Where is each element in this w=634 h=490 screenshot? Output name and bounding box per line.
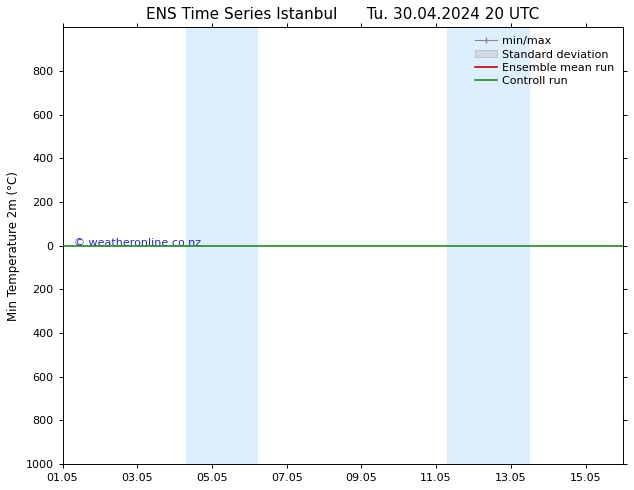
Legend: min/max, Standard deviation, Ensemble mean run, Controll run: min/max, Standard deviation, Ensemble me… bbox=[472, 33, 618, 90]
Y-axis label: Min Temperature 2m (°C): Min Temperature 2m (°C) bbox=[7, 171, 20, 320]
Text: © weatheronline.co.nz: © weatheronline.co.nz bbox=[74, 239, 201, 248]
Bar bbox=[212, 27, 257, 464]
Title: ENS Time Series Istanbul      Tu. 30.04.2024 20 UTC: ENS Time Series Istanbul Tu. 30.04.2024 … bbox=[146, 7, 540, 22]
Bar bbox=[448, 27, 481, 464]
Bar bbox=[186, 27, 212, 464]
Bar bbox=[481, 27, 529, 464]
